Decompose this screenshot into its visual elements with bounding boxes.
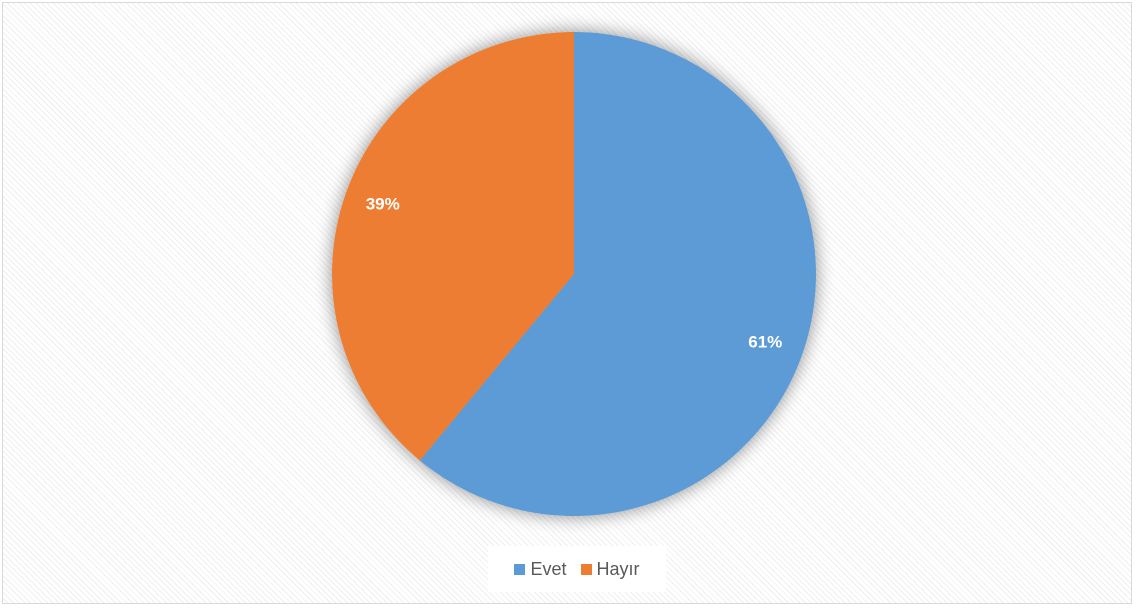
data-label-hay-r: 39%: [366, 195, 400, 214]
legend-item-evet: Evet: [514, 558, 567, 580]
data-label-evet: 61%: [748, 332, 782, 351]
pie-slice-hay-r: [331, 32, 574, 461]
legend-label-hayir: Hayır: [596, 558, 640, 579]
legend-label-evet: Evet: [530, 558, 567, 579]
pie-slice-evet: [419, 32, 816, 516]
legend-swatch-hayir: [580, 563, 592, 575]
legend-item-hayir: Hayır: [580, 558, 640, 580]
legend: Evet Hayır: [488, 546, 666, 592]
legend-swatch-evet: [514, 563, 526, 575]
